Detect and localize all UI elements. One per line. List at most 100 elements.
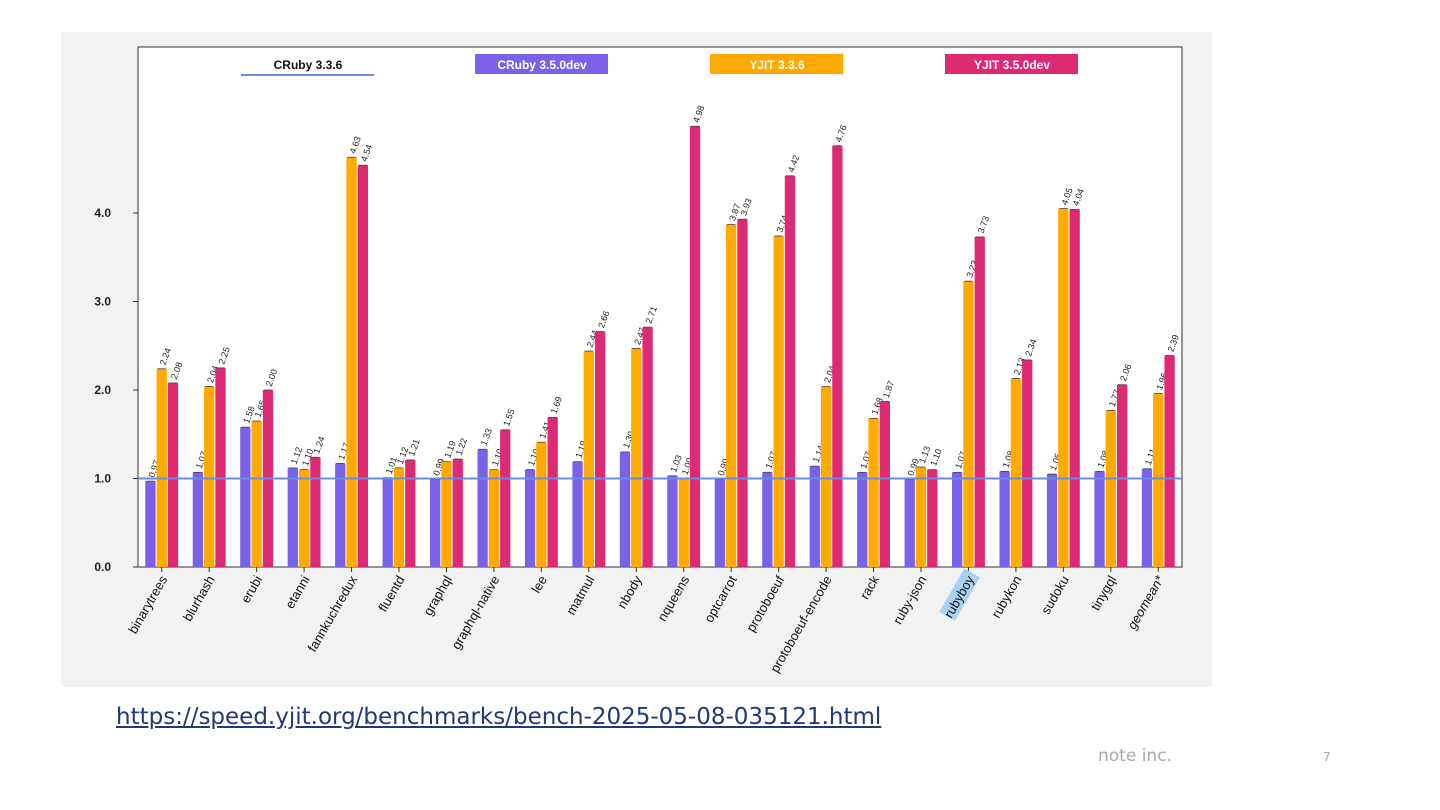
x-tick-label-nbody: nbody xyxy=(614,573,645,612)
bar-protoboeuf-encode-yjit-3-3-6 xyxy=(820,386,832,567)
legend-label-2: YJIT 3.3.6 xyxy=(749,58,805,72)
page-number: 7 xyxy=(1323,750,1331,764)
bar-fluentd-yjit-3-5-0dev xyxy=(405,459,416,567)
bar-rubykon-yjit-3-5-0dev xyxy=(1022,359,1033,567)
x-label-highlight xyxy=(939,568,980,621)
x-tick-label-fluentd: fluentd xyxy=(375,573,408,614)
bar-nqueens-cruby-3-5-0dev xyxy=(667,475,678,567)
bar-fluentd-yjit-3-3-6 xyxy=(393,467,405,567)
x-tick-label-protoboeuf: protoboeuf xyxy=(743,573,787,635)
bar-optcarrot-yjit-3-5-0dev xyxy=(737,219,748,567)
bar-etanni-yjit-3-3-6 xyxy=(298,469,310,567)
bar-protoboeuf-encode-yjit-3-5-0dev xyxy=(832,145,843,567)
bar-matmul-cruby-3-5-0dev xyxy=(572,461,583,567)
legend-label-3: YJIT 3.5.0dev xyxy=(974,58,1050,72)
bar-blurhash-cruby-3-5-0dev xyxy=(192,472,204,567)
bar-erubi-cruby-3-5-0dev xyxy=(240,427,251,567)
bar-blurhash-yjit-3-3-6 xyxy=(204,386,215,567)
benchmark-source-link[interactable]: https://speed.yjit.org/benchmarks/bench-… xyxy=(116,704,882,730)
x-tick-label-nqueens: nqueens xyxy=(654,573,692,624)
y-tick-label: 0.0 xyxy=(94,560,111,574)
x-tick-label-geomean-: geomean* xyxy=(1124,572,1167,632)
bar-binarytrees-cruby-3-5-0dev xyxy=(145,481,156,567)
x-tick-label-graphql-native: graphql-native xyxy=(448,573,502,652)
bar-rack-yjit-3-3-6 xyxy=(868,418,879,567)
bar-blurhash-yjit-3-5-0dev xyxy=(215,367,226,567)
bar-fannkuchredux-cruby-3-5-0dev xyxy=(335,463,346,567)
x-tick-label-tinygql: tinygql xyxy=(1088,573,1120,613)
bar-ruby-json-yjit-3-5-0dev xyxy=(927,469,938,567)
x-tick-label-graphql: graphql xyxy=(420,573,455,618)
benchmark-bar-chart: 0.01.02.03.04.00.972.242.08binarytrees1.… xyxy=(94,46,1183,675)
bar-nbody-yjit-3-5-0dev xyxy=(642,327,653,567)
bar-etanni-cruby-3-5-0dev xyxy=(287,467,298,567)
x-tick-label-ruby-json: ruby-json xyxy=(890,573,930,627)
x-tick-label-matmul: matmul xyxy=(563,573,597,618)
legend-label-cruby-336: CRuby 3.3.6 xyxy=(274,58,343,72)
bar-graphql-yjit-3-5-0dev xyxy=(452,459,463,567)
bar-rubykon-cruby-3-5-0dev xyxy=(999,471,1010,567)
bar-fannkuchredux-yjit-3-5-0dev xyxy=(357,165,368,567)
bar-nbody-yjit-3-3-6 xyxy=(631,348,642,567)
bar-binarytrees-yjit-3-3-6 xyxy=(156,368,167,567)
footer-company-name: note inc. xyxy=(1098,746,1172,766)
bar-rubyboy-cruby-3-5-0dev xyxy=(952,472,963,567)
bar-tinygql-cruby-3-5-0dev xyxy=(1094,471,1105,567)
x-tick-label-lee: lee xyxy=(528,573,550,596)
bar-graphql-yjit-3-3-6 xyxy=(441,461,452,567)
x-tick-label-fannkuchredux: fannkuchredux xyxy=(305,573,361,655)
bar-sudoku-yjit-3-5-0dev xyxy=(1069,209,1080,567)
bar-protoboeuf-yjit-3-3-6 xyxy=(773,236,784,567)
bar-sudoku-yjit-3-3-6 xyxy=(1058,208,1069,567)
bar-tinygql-yjit-3-3-6 xyxy=(1105,410,1116,567)
bar-etanni-yjit-3-5-0dev xyxy=(310,457,321,567)
bar-erubi-yjit-3-3-6 xyxy=(251,420,262,567)
bar-lee-cruby-3-5-0dev xyxy=(524,469,536,567)
bar-protoboeuf-encode-cruby-3-5-0dev xyxy=(809,466,820,567)
x-tick-label-binarytrees: binarytrees xyxy=(125,573,170,637)
bar-nqueens-yjit-3-5-0dev xyxy=(689,126,701,568)
bar-graphql-native-yjit-3-5-0dev xyxy=(500,429,511,567)
bar-optcarrot-cruby-3-5-0dev xyxy=(714,479,726,567)
bar-lee-yjit-3-3-6 xyxy=(536,442,547,567)
x-tick-label-sudoku: sudoku xyxy=(1038,573,1072,617)
x-tick-label-rubykon: rubykon xyxy=(988,573,1024,621)
bar-fluentd-cruby-3-5-0dev xyxy=(382,477,393,567)
bar-ruby-json-cruby-3-5-0dev xyxy=(904,479,915,567)
legend-label-1: CRuby 3.5.0dev xyxy=(497,58,587,72)
x-tick-label-rack: rack xyxy=(857,573,883,602)
bar-ruby-json-yjit-3-3-6 xyxy=(915,466,927,567)
bar-graphql-native-yjit-3-3-6 xyxy=(488,469,500,567)
bar-geomean*-cruby-3-5-0dev xyxy=(1141,468,1153,567)
x-tick-label-erubi: erubi xyxy=(238,573,265,606)
bar-matmul-yjit-3-3-6 xyxy=(583,351,594,567)
bar-protoboeuf-yjit-3-5-0dev xyxy=(784,175,796,567)
bar-rubyboy-yjit-3-5-0dev xyxy=(974,236,985,567)
bar-binarytrees-yjit-3-5-0dev xyxy=(167,382,179,567)
legend-swatch-2 xyxy=(710,54,843,74)
bar-geomean*-yjit-3-5-0dev xyxy=(1164,355,1175,567)
bar-protoboeuf-cruby-3-5-0dev xyxy=(762,472,773,567)
legend-swatch-1 xyxy=(475,54,608,74)
bar-fannkuchredux-yjit-3-3-6 xyxy=(346,157,357,567)
x-tick-label-optcarrot: optcarrot xyxy=(701,573,740,625)
bar-lee-yjit-3-5-0dev xyxy=(547,417,558,567)
bar-rubykon-yjit-3-3-6 xyxy=(1010,378,1022,567)
legend-swatch-3 xyxy=(945,54,1078,74)
bar-tinygql-yjit-3-5-0dev xyxy=(1116,384,1128,567)
bar-nqueens-yjit-3-3-6 xyxy=(678,478,689,567)
bar-rack-yjit-3-5-0dev xyxy=(879,401,890,567)
benchmark-chart-panel: 0.0 1.0 2.0 3.0 4.0 0.97 2.24 2.08 binarytrees 1.… xyxy=(61,32,1212,687)
bar-nbody-cruby-3-5-0dev xyxy=(619,451,631,567)
y-tick-label: 1.0 xyxy=(94,472,111,486)
bar-rack-cruby-3-5-0dev xyxy=(857,472,868,567)
x-tick-label-etanni: etanni xyxy=(282,573,313,611)
bar-matmul-yjit-3-5-0dev xyxy=(594,331,606,567)
y-tick-label: 2.0 xyxy=(94,383,111,397)
bar-graphql-cruby-3-5-0dev xyxy=(430,479,441,567)
y-tick-label: 3.0 xyxy=(94,295,111,309)
bar-rubyboy-yjit-3-3-6 xyxy=(963,281,974,567)
x-tick-label-blurhash: blurhash xyxy=(180,573,218,624)
bar-sudoku-cruby-3-5-0dev xyxy=(1046,474,1058,567)
bar-geomean*-yjit-3-3-6 xyxy=(1153,393,1164,567)
